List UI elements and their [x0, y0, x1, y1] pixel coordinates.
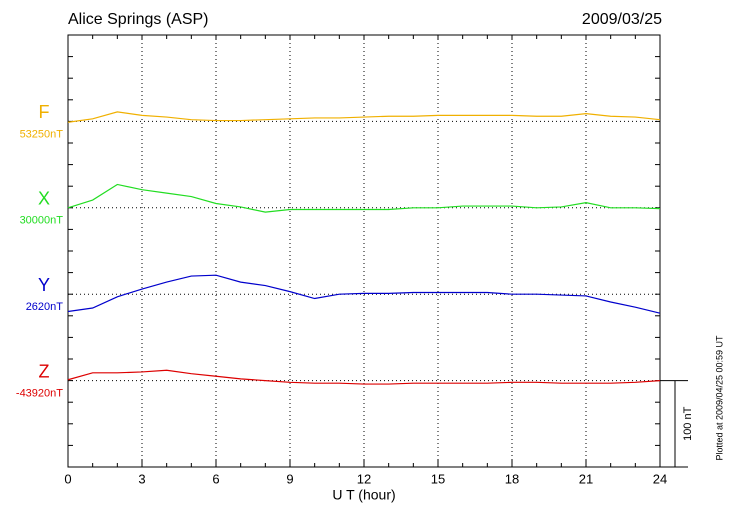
x-tick-label: 21: [579, 471, 593, 486]
series-name: F: [39, 102, 50, 122]
series-line: [67, 183, 661, 213]
series-name: X: [38, 189, 50, 209]
x-tick-label: 18: [505, 471, 519, 486]
x-tick-label: 6: [212, 471, 219, 486]
series-line: [67, 274, 661, 314]
x-tick-label: 15: [431, 471, 445, 486]
footnote: Plotted at 2009/04/25 00:59 UT: [714, 335, 724, 461]
x-tick-label: 24: [653, 471, 667, 486]
series-name: Y: [38, 275, 50, 295]
chart-title: Alice Springs (ASP): [68, 11, 209, 28]
series-base-label: 2620nT: [26, 301, 64, 313]
scale-bar-label: 100 nT: [682, 406, 694, 441]
series-line: [67, 369, 661, 385]
series-name: Z: [39, 361, 50, 381]
x-tick-label: 3: [138, 471, 145, 486]
x-axis-label: U T (hour): [332, 487, 395, 503]
series-base-label: 30000nT: [20, 215, 64, 227]
series-base-label: 53250nT: [20, 128, 64, 140]
series-line: [67, 111, 661, 123]
series-base-label: -43920nT: [16, 388, 63, 400]
x-tick-label: 9: [286, 471, 293, 486]
chart-date: 2009/03/25: [582, 11, 662, 28]
x-tick-label: 0: [64, 471, 71, 486]
x-tick-label: 12: [357, 471, 371, 486]
